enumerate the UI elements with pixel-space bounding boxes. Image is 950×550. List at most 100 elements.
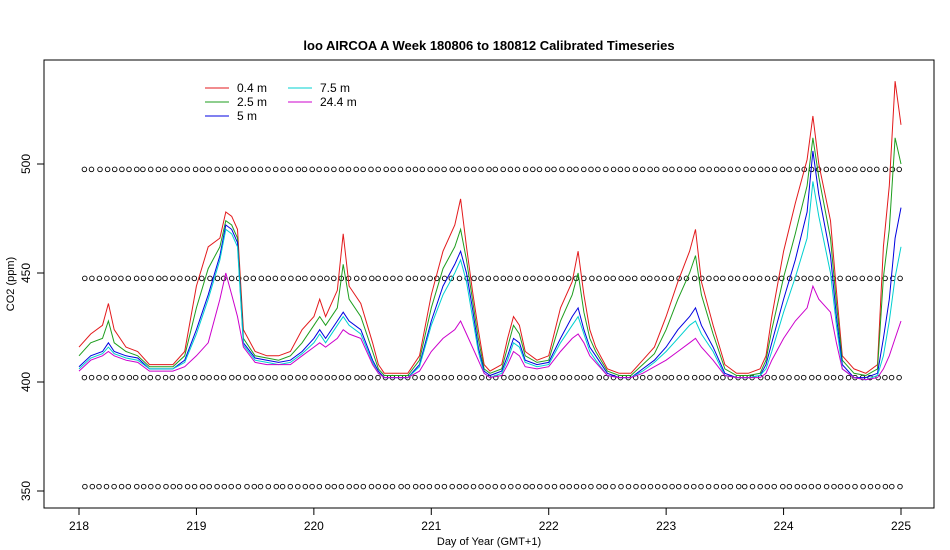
reference-marker: [845, 275, 852, 282]
reference-marker: [243, 275, 249, 282]
series-line-0-4-mm: [78, 81, 902, 374]
reference-marker: [97, 166, 103, 173]
reference-marker: [228, 275, 235, 282]
reference-marker: [691, 374, 698, 381]
reference-marker: [706, 275, 712, 282]
reference-marker: [522, 374, 528, 381]
reference-marker: [706, 166, 712, 173]
reference-marker: [756, 275, 763, 282]
reference-marker: [852, 166, 858, 173]
reference-marker: [485, 483, 491, 490]
reference-marker: [280, 166, 286, 173]
reference-marker: [565, 275, 572, 282]
reference-marker: [360, 166, 366, 173]
reference-marker: [119, 166, 125, 173]
reference-marker: [530, 275, 536, 282]
reference-marker: [287, 483, 294, 490]
reference-marker: [382, 275, 389, 282]
reference-marker: [405, 166, 412, 173]
reference-marker: [720, 275, 726, 282]
reference-marker: [338, 166, 345, 173]
x-axis-label: Day of Year (GMT+1): [437, 536, 541, 548]
reference-marker: [235, 483, 242, 490]
reference-marker: [580, 483, 587, 490]
reference-marker: [155, 483, 161, 490]
reference-marker: [191, 483, 198, 490]
reference-marker: [698, 483, 704, 490]
reference-marker: [111, 166, 118, 173]
reference-marker: [176, 483, 183, 490]
reference-marker: [184, 374, 190, 381]
x-axis: 218 219 220 221 222 223 224 225: [69, 507, 911, 533]
reference-marker: [690, 166, 697, 173]
reference-marker: [888, 374, 895, 381]
reference-marker: [610, 483, 616, 490]
reference-marker: [669, 166, 675, 173]
reference-marker: [324, 374, 331, 381]
y-tick-label: 350: [19, 481, 33, 501]
reference-marker: [155, 166, 162, 173]
reference-marker: [492, 166, 499, 173]
reference-marker: [302, 374, 308, 381]
reference-marker: [720, 166, 726, 173]
reference-marker: [507, 275, 513, 282]
reference-marker: [581, 166, 587, 173]
reference-marker: [544, 166, 551, 173]
reference-marker: [235, 275, 242, 282]
x-tick-label: 224: [774, 519, 794, 533]
reference-marker: [441, 166, 447, 173]
reference-marker: [243, 166, 249, 173]
reference-marker: [338, 483, 345, 490]
reference-marker: [104, 166, 111, 173]
reference-marker: [213, 374, 220, 381]
reference-marker: [507, 166, 514, 173]
reference-marker: [610, 275, 616, 282]
reference-marker: [867, 275, 873, 282]
reference-marker: [288, 275, 294, 282]
reference-marker: [566, 374, 573, 381]
reference-marker: [346, 483, 352, 490]
reference-marker: [220, 374, 227, 381]
reference-marker: [676, 166, 683, 173]
reference-marker: [772, 275, 778, 282]
reference-marker: [633, 483, 639, 490]
reference-marker: [463, 483, 469, 490]
reference-marker: [280, 275, 286, 282]
reference-marker: [705, 483, 712, 490]
reference-marker: [574, 374, 580, 381]
reference-marker: [111, 275, 117, 282]
reference-marker: [301, 166, 308, 173]
plot-frame: [43, 59, 935, 509]
reference-marker: [170, 275, 176, 282]
reference-marker: [325, 483, 331, 490]
reference-marker: [588, 483, 594, 490]
reference-marker: [295, 483, 301, 490]
reference-marker: [750, 166, 756, 173]
reference-marker: [852, 483, 858, 490]
series-line-24-4-mm: [78, 272, 902, 381]
reference-marker: [361, 275, 367, 282]
reference-marker: [272, 275, 279, 282]
reference-marker: [250, 275, 257, 282]
reference-marker: [412, 483, 419, 490]
reference-marker: [471, 374, 477, 381]
reference-marker: [441, 374, 448, 381]
reference-marker: [368, 166, 374, 173]
reference-marker: [844, 483, 851, 490]
reference-marker: [463, 166, 470, 173]
reference-marker: [125, 483, 132, 490]
reference-marker: [566, 166, 573, 173]
reference-marker: [257, 166, 264, 173]
reference-marker: [581, 374, 587, 381]
reference-marker: [896, 374, 902, 381]
reference-marker: [126, 166, 132, 173]
reference-marker: [603, 166, 609, 173]
legend-label: 7.5 m: [320, 81, 350, 95]
reference-marker: [170, 483, 176, 490]
reference-marker: [837, 275, 843, 282]
reference-marker: [82, 483, 88, 490]
reference-marker: [134, 166, 140, 173]
reference-marker: [258, 374, 264, 381]
reference-marker: [177, 166, 183, 173]
reference-marker: [272, 374, 278, 381]
